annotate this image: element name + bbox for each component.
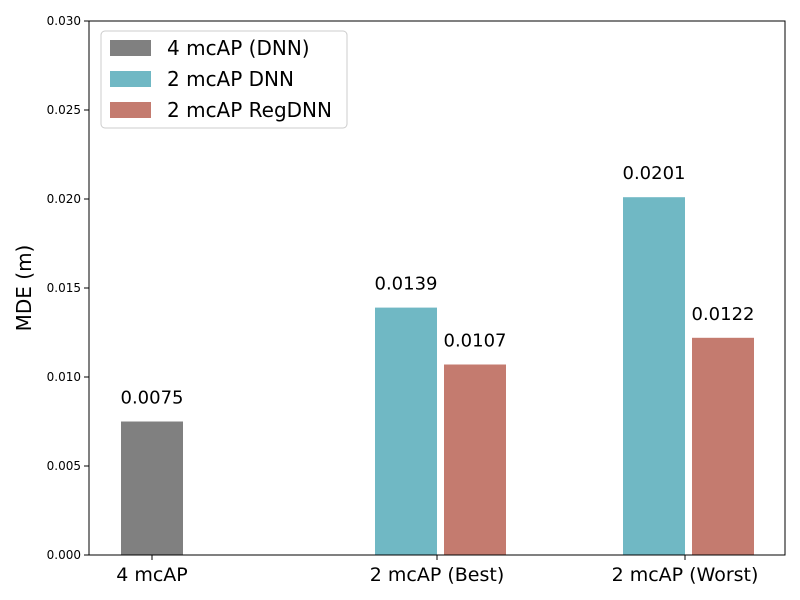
bar-2-mcap-best-series-1 bbox=[375, 307, 437, 555]
y-axis-label: MDE (m) bbox=[12, 245, 36, 332]
y-tick-label: 0.030 bbox=[47, 14, 81, 28]
legend-swatch bbox=[110, 71, 151, 87]
y-tick-label: 0.000 bbox=[47, 548, 81, 562]
bar-2-mcap-worst-series-2 bbox=[692, 337, 754, 555]
y-tick-label: 0.010 bbox=[47, 370, 81, 384]
legend: 4 mcAP (DNN) 2 mcAP DNN 2 mcAP RegDNN bbox=[100, 30, 348, 129]
data-label: 0.0122 bbox=[692, 304, 755, 325]
bar-2-mcap-best-series-2 bbox=[444, 364, 506, 555]
x-tick-label: 2 mcAP (Worst) bbox=[612, 564, 759, 586]
y-tick-label: 0.020 bbox=[47, 192, 81, 206]
bar-4-mcap-series-0 bbox=[121, 421, 183, 555]
legend-swatch bbox=[110, 40, 151, 56]
legend-box bbox=[100, 30, 348, 129]
data-label: 0.0139 bbox=[375, 274, 438, 295]
legend-label: 2 mcAP RegDNN bbox=[167, 98, 332, 122]
y-tick-label: 0.025 bbox=[47, 103, 81, 117]
y-tick-label: 0.005 bbox=[47, 459, 81, 473]
legend-label: 2 mcAP DNN bbox=[167, 67, 294, 91]
bars-layer bbox=[121, 197, 754, 555]
y-tick-label: 0.015 bbox=[47, 281, 81, 295]
bar-2-mcap-worst-series-1 bbox=[623, 197, 685, 555]
x-tick-label: 4 mcAP bbox=[116, 564, 188, 586]
x-tick-label: 2 mcAP (Best) bbox=[370, 564, 504, 586]
legend-label: 4 mcAP (DNN) bbox=[167, 36, 310, 60]
legend-swatch bbox=[110, 102, 151, 118]
data-labels-layer: 0.0075 0.0139 0.0201 0.0107 0.0122 bbox=[121, 163, 755, 408]
data-label: 0.0201 bbox=[623, 163, 686, 184]
data-label: 0.0107 bbox=[444, 331, 507, 352]
ylabel-layer: MDE (m) bbox=[12, 245, 36, 332]
data-label: 0.0075 bbox=[121, 388, 184, 409]
axes-layer: 0.000 0.005 0.010 0.015 0.020 0.025 0.030 4 mcA… bbox=[47, 14, 786, 586]
